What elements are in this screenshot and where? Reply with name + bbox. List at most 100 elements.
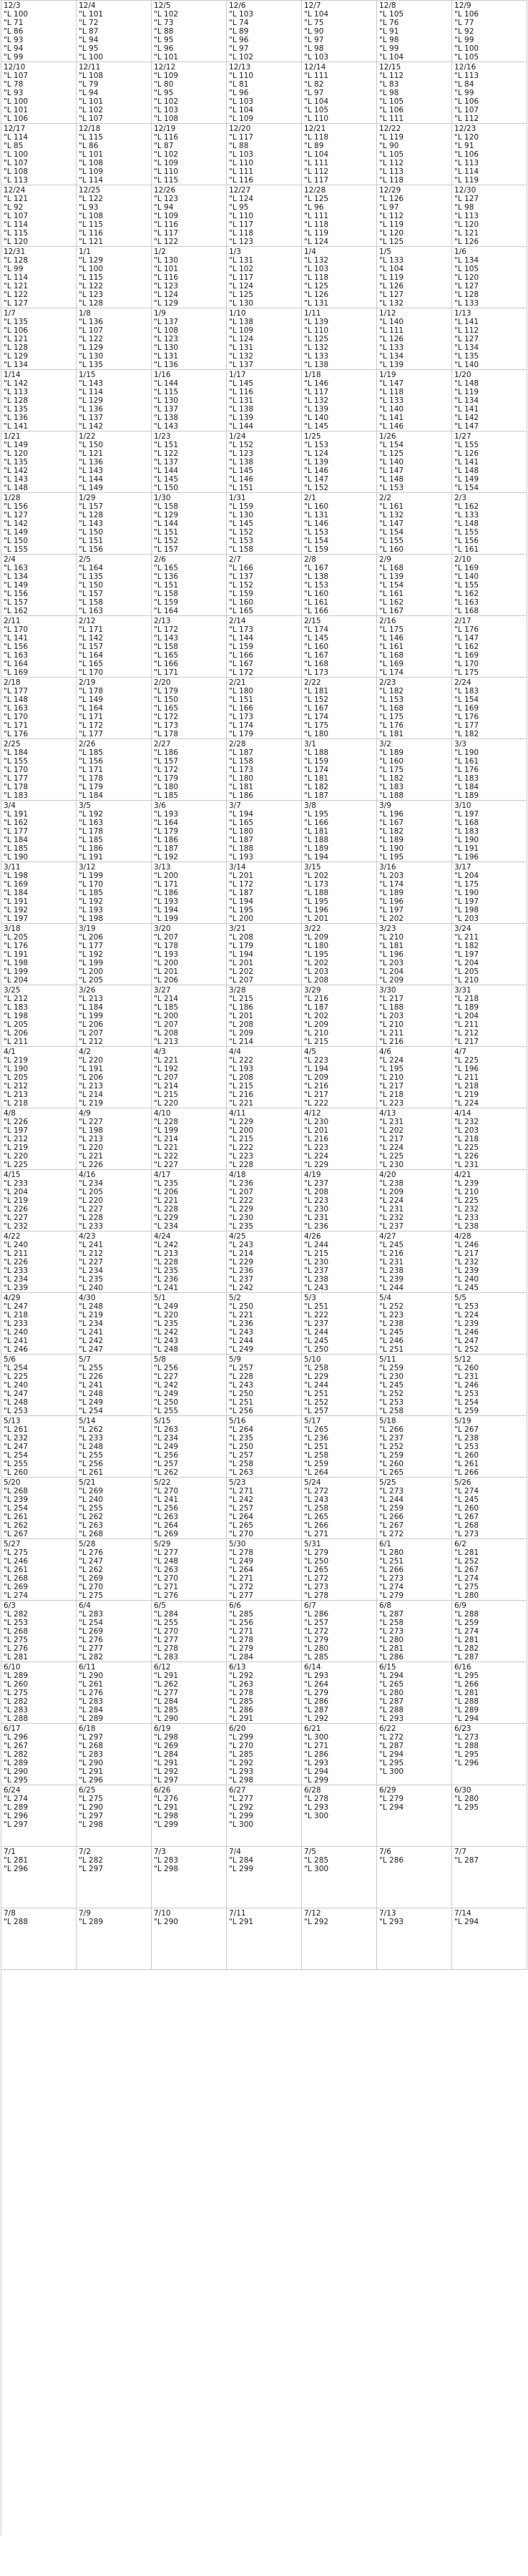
calendar-cell[interactable]: 7/4 "L 284 "L 299 [227, 1847, 302, 1908]
calendar-cell[interactable]: 2/26 "L 185 "L 156 "L 171 "L 178 "L 179 "L 184… [77, 739, 152, 801]
calendar-cell[interactable]: 12/15"L 112"L 83"L 98"L 105"L 106"L 111"… [377, 62, 452, 124]
calendar-cell[interactable]: 7/6 "L 286 [377, 1847, 452, 1908]
calendar-cell[interactable]: 12/14"L 111"L 82"L 97"L 104"L 105"L 110"… [302, 62, 377, 124]
calendar-cell[interactable]: 3/2"L 189"L 160"L 175"L 182"L 183"L 188"… [377, 739, 452, 801]
calendar-cell[interactable]: 2/15 "L 174 "L 145 "L 160 "L 167 "L 168 "L 173… [302, 616, 377, 678]
calendar-cell[interactable]: 3/14 "L 201 "L 172 "L 187 "L 194 "L 195 "L 200… [227, 862, 302, 924]
calendar-cell[interactable]: 12/11"L 108"L 79"L 94"L 101"L 102"L 107"… [77, 62, 152, 124]
calendar-cell[interactable]: 2/18 "L 177 "L 148 "L 163 "L 170 "L 171 "L 176… [1, 678, 77, 739]
calendar-cell[interactable]: 5/24 "L 272 "L 243 "L 258 "L 265 "L 266 "L 271… [302, 1478, 377, 1539]
calendar-cell[interactable]: 4/13 "L 231 "L 202 "L 217 "L 224 "L 225 "L 230… [377, 1108, 452, 1170]
calendar-cell[interactable]: 5/26 "L 274 "L 245 "L 260 "L 267 "L 268 "L 273… [452, 1478, 527, 1539]
calendar-cell[interactable]: 6/3"L 282"L 253"L 268"L 275"L 276"L 281"… [1, 1601, 77, 1662]
calendar-cell[interactable]: 1/12 "L 140 "L 111 "L 126 "L 133 "L 134 "L 139… [377, 308, 452, 370]
calendar-cell[interactable]: 3/13 "L 200 "L 171 "L 186 "L 193 "L 194 "L 199… [152, 862, 227, 924]
calendar-cell[interactable]: 2/3"L 162"L 133"L 148"L 155"L 156"L 161"… [452, 493, 527, 555]
calendar-cell[interactable]: 3/17 "L 204 "L 175 "L 190 "L 197 "L 198 "L 203… [452, 862, 527, 924]
calendar-cell[interactable]: 5/22 "L 270 "L 241 "L 256 "L 263 "L 264 "L 269… [152, 1478, 227, 1539]
calendar-cell[interactable]: 1/7"L 135"L 106"L 121"L 128"L 129"L 134"… [1, 308, 77, 370]
calendar-cell[interactable]: 1/14 "L 142 "L 113 "L 128 "L 135 "L 136 "L 141… [1, 370, 77, 431]
calendar-cell[interactable]: 4/7"L 225"L 196"L 211"L 218"L 219"L 224"… [452, 1047, 527, 1108]
calendar-cell[interactable]: 2/6"L 165"L 136"L 151"L 158"L 159"L 164"… [152, 555, 227, 616]
calendar-cell[interactable]: 6/17 "L 296 "L 267 "L 282 "L 289 "L 290 "L 295… [1, 1724, 77, 1785]
calendar-cell[interactable]: 12/20 "L 117 "L 88 "L 103 "L 110 "L 111 "L 116… [227, 124, 302, 185]
calendar-cell[interactable]: 3/24 "L 211 "L 182 "L 197 "L 204 "L 205 "L 210… [452, 924, 527, 985]
calendar-cell[interactable]: 6/27 "L 277 "L 292 "L 299 "L 300 [227, 1785, 302, 1847]
calendar-cell[interactable]: 4/3"L 221"L 192"L 207"L 214"L 215"L 220"… [152, 1047, 227, 1108]
calendar-cell[interactable]: 3/30 "L 217 "L 188 "L 203 "L 210 "L 211 "L 216… [377, 985, 452, 1047]
calendar-cell[interactable]: 4/26 "L 244 "L 215 "L 230 "L 237 "L 238 "L 243… [302, 1231, 377, 1293]
calendar-cell[interactable]: 4/30 "L 248 "L 219 "L 234 "L 241 "L 242 "L 247… [77, 1293, 152, 1355]
calendar-cell[interactable]: 1/24 "L 152 "L 123 "L 138 "L 145 "L 146 "L 151… [227, 431, 302, 493]
calendar-cell[interactable]: 6/18 "L 297 "L 268 "L 283 "L 290 "L 291 "L 296… [77, 1724, 152, 1785]
calendar-cell[interactable]: 4/16 "L 234 "L 205 "L 220 "L 227 "L 228 "L 233… [77, 1170, 152, 1231]
calendar-cell[interactable]: 5/16 "L 264 "L 235 "L 250 "L 257 "L 258 "L 263… [227, 1416, 302, 1478]
calendar-cell[interactable]: 3/15 "L 202 "L 173 "L 188 "L 195 "L 196 "L 201… [302, 862, 377, 924]
calendar-cell[interactable]: 2/23 "L 182 "L 153 "L 168 "L 175 "L 176 "L 181… [377, 678, 452, 739]
calendar-cell[interactable]: 12/27 "L 124 "L 95 "L 110 "L 117 "L 118 "L 123… [227, 185, 302, 247]
calendar-cell[interactable]: 1/30 "L 158 "L 129 "L 144 "L 151 "L 152 "L 157… [152, 493, 227, 555]
calendar-cell[interactable]: 3/22 "L 209 "L 180 "L 195 "L 202 "L 203 "L 208… [302, 924, 377, 985]
calendar-cell[interactable]: 4/27 "L 245 "L 216 "L 231 "L 238 "L 239 "L 244… [377, 1231, 452, 1293]
calendar-cell[interactable]: 2/25 "L 184 "L 155 "L 170 "L 177 "L 178 "L 183… [1, 739, 77, 801]
calendar-cell[interactable]: 2/27 "L 186 "L 157 "L 172 "L 179 "L 180 "L 185… [152, 739, 227, 801]
calendar-cell[interactable]: 6/6"L 285"L 256"L 271"L 278"L 279"L 284"… [227, 1601, 302, 1662]
calendar-cell[interactable]: 12/23 "L 120 "L 91 "L 106 "L 113 "L 114 "L 119… [452, 124, 527, 185]
calendar-cell[interactable]: 4/14 "L 232 "L 203 "L 218 "L 225 "L 226 "L 231… [452, 1108, 527, 1170]
calendar-cell[interactable]: 3/27 "L 214 "L 185 "L 200 "L 207 "L 208 "L 213… [152, 985, 227, 1047]
calendar-cell[interactable]: 5/13 "L 261 "L 232 "L 247 "L 254 "L 255 "L 260… [1, 1416, 77, 1478]
calendar-cell[interactable]: 2/14 "L 173 "L 144 "L 159 "L 166 "L 167 "L 172… [227, 616, 302, 678]
calendar-cell[interactable]: 2/22 "L 181 "L 152 "L 167 "L 174 "L 175 "L 180… [302, 678, 377, 739]
calendar-cell[interactable]: 2/2"L 161"L 132"L 147"L 154"L 155"L 160"… [377, 493, 452, 555]
calendar-cell[interactable]: 12/17 "L 114 "L 85 "L 100 "L 107 "L 108 "L 113… [1, 124, 77, 185]
calendar-cell[interactable]: 5/14 "L 262 "L 233 "L 248 "L 255 "L 256 "L 261… [77, 1416, 152, 1478]
calendar-cell[interactable]: 1/22 "L 150 "L 121 "L 136 "L 143 "L 144 "L 149… [77, 431, 152, 493]
calendar-cell[interactable]: 6/5"L 284"L 255"L 270"L 277"L 278"L 283"… [152, 1601, 227, 1662]
calendar-cell[interactable]: 2/21 "L 180 "L 151 "L 166 "L 173 "L 174 "L 179… [227, 678, 302, 739]
calendar-cell[interactable]: 5/15 "L 263 "L 234 "L 249 "L 256 "L 257 "L 262… [152, 1416, 227, 1478]
calendar-cell[interactable]: 12/7"L 104"L 75"L 90"L 97"L 98"L 103"L 1… [302, 1, 377, 62]
calendar-cell[interactable]: 4/5"L 223"L 194"L 209"L 216"L 217"L 222"… [302, 1047, 377, 1108]
calendar-cell[interactable]: 1/27 "L 155 "L 126 "L 141 "L 148 "L 149 "L 154… [452, 431, 527, 493]
calendar-cell[interactable]: 5/10 "L 258 "L 229 "L 244 "L 251 "L 252 "L 257… [302, 1355, 377, 1416]
calendar-cell[interactable]: 4/12 "L 230 "L 201 "L 216 "L 223 "L 224 "L 229… [302, 1108, 377, 1170]
calendar-cell[interactable]: 12/5"L 102"L 73"L 88"L 95"L 96"L 101"L 1… [152, 1, 227, 62]
calendar-cell[interactable]: 12/18 "L 115 "L 86 "L 101 "L 108 "L 109 "L 114… [77, 124, 152, 185]
calendar-cell[interactable]: 2/19 "L 178 "L 149 "L 164 "L 171 "L 172 "L 177… [77, 678, 152, 739]
calendar-cell[interactable]: 12/19 "L 116 "L 87 "L 102 "L 109 "L 110 "L 115… [152, 124, 227, 185]
calendar-cell[interactable]: 6/13 "L 292 "L 263 "L 278 "L 285 "L 286 "L 291… [227, 1662, 302, 1724]
calendar-cell[interactable]: 6/19 "L 298 "L 269 "L 284 "L 291 "L 292 "L 297… [152, 1724, 227, 1785]
calendar-cell[interactable]: 4/22 "L 240 "L 211 "L 226 "L 233 "L 234 "L 239… [1, 1231, 77, 1293]
calendar-cell[interactable]: 1/8"L 136"L 107"L 122"L 129"L 130"L 135"… [77, 308, 152, 370]
calendar-cell[interactable]: 12/25 "L 122 "L 93 "L 108 "L 115 "L 116 "L 121… [77, 185, 152, 247]
calendar-cell[interactable]: 1/17 "L 145 "L 116 "L 131 "L 138 "L 139 "L 144… [227, 370, 302, 431]
calendar-cell[interactable]: 2/5"L 164"L 135"L 150"L 157"L 158"L 163"… [77, 555, 152, 616]
calendar-cell[interactable]: 7/11 "L 291 [227, 1908, 302, 1970]
calendar-cell[interactable]: 6/14 "L 293 "L 264 "L 279 "L 286 "L 287 "L 292… [302, 1662, 377, 1724]
calendar-cell[interactable]: 6/30 "L 280 "L 295 [452, 1785, 527, 1847]
calendar-cell[interactable]: 4/18 "L 236 "L 207 "L 222 "L 229 "L 230 "L 235… [227, 1170, 302, 1231]
calendar-cell[interactable]: 6/15 "L 294 "L 265 "L 280 "L 287 "L 288 "L 293… [377, 1662, 452, 1724]
calendar-cell[interactable]: 6/10 "L 289 "L 260 "L 275 "L 282 "L 283 "L 288… [1, 1662, 77, 1724]
calendar-cell[interactable]: 1/23 "L 151 "L 122 "L 137 "L 144 "L 145 "L 150… [152, 431, 227, 493]
calendar-cell[interactable]: 1/5"L 133"L 104"L 119"L 126"L 127"L 132"… [377, 247, 452, 308]
calendar-cell[interactable]: 2/8"L 167"L 138"L 153"L 160"L 161"L 166"… [302, 555, 377, 616]
calendar-cell[interactable]: 5/29 "L 277 "L 248 "L 263 "L 270 "L 271 "L 276… [152, 1539, 227, 1601]
calendar-cell[interactable]: 1/13 "L 141 "L 112 "L 127 "L 134 "L 135 "L 140… [452, 308, 527, 370]
calendar-cell[interactable]: 6/20 "L 299 "L 270 "L 285 "L 292 "L 293 "L 298… [227, 1724, 302, 1785]
calendar-cell[interactable]: 5/9"L 257"L 228"L 243"L 250"L 251"L 256"… [227, 1355, 302, 1416]
calendar-cell[interactable]: 3/11 "L 198 "L 169 "L 184 "L 191 "L 192 "L 197… [1, 862, 77, 924]
calendar-cell[interactable]: 12/3"L 100"L 71"L 86"L 93"L 94"L 99"L 10… [1, 1, 77, 62]
calendar-cell[interactable]: 4/8"L 226"L 197"L 212"L 219"L 220"L 225"… [1, 1108, 77, 1170]
calendar-cell[interactable]: 12/6"L 103"L 74"L 89"L 96"L 97"L 102"L 1… [227, 1, 302, 62]
calendar-cell[interactable]: 7/5 "L 285 "L 300 [302, 1847, 377, 1908]
calendar-cell[interactable]: 4/15 "L 233 "L 204 "L 219 "L 226 "L 227 "L 232… [1, 1170, 77, 1231]
calendar-cell[interactable]: 7/13 "L 293 [377, 1908, 452, 1970]
calendar-cell[interactable]: 3/25 "L 212 "L 183 "L 198 "L 205 "L 206 "L 211… [1, 985, 77, 1047]
calendar-cell[interactable]: 2/9"L 168"L 139"L 154"L 161"L 162"L 167"… [377, 555, 452, 616]
calendar-cell[interactable]: 4/25 "L 243 "L 214 "L 229 "L 236 "L 237 "L 242… [227, 1231, 302, 1293]
calendar-cell[interactable]: 3/18 "L 205 "L 176 "L 191 "L 198 "L 199 "L 204… [1, 924, 77, 985]
calendar-cell[interactable]: 5/4"L 252"L 223"L 238"L 245"L 246"L 251"… [377, 1293, 452, 1355]
calendar-cell[interactable]: 3/10 "L 197 "L 168 "L 183 "L 190 "L 191 "L 196… [452, 801, 527, 862]
calendar-cell[interactable]: 5/27 "L 275 "L 246 "L 261 "L 268 "L 269 "L 274… [1, 1539, 77, 1601]
